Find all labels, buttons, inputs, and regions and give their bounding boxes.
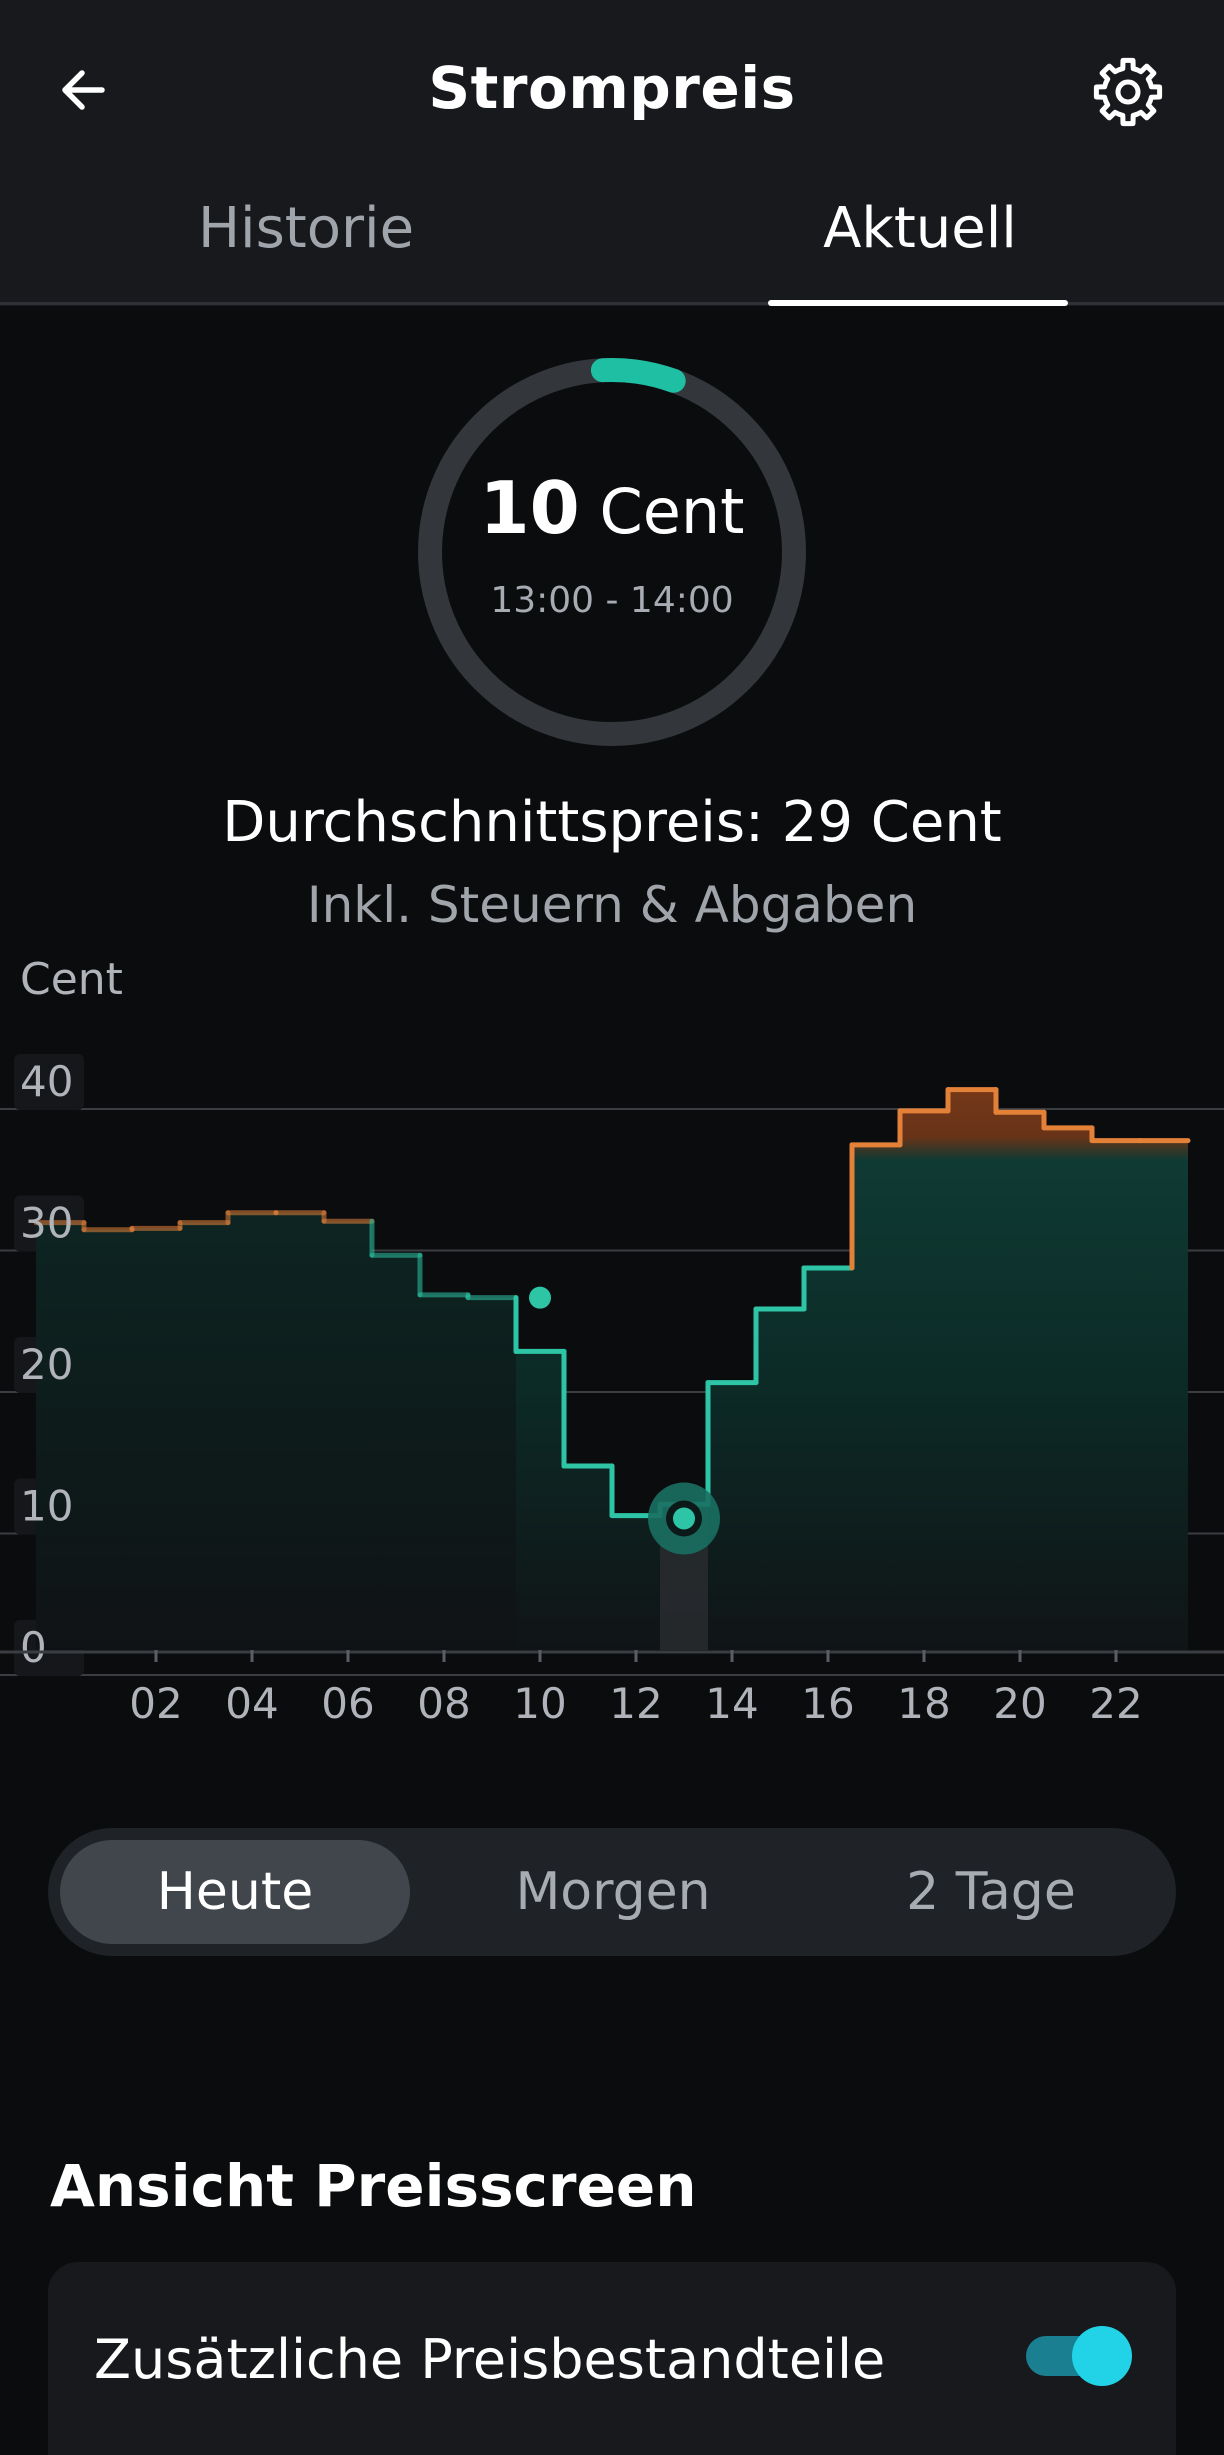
y-tick-label: 10 (20, 1482, 73, 1531)
x-tick-label: 16 (801, 1679, 854, 1728)
current-price-unit: Cent (599, 475, 745, 548)
average-price: Durchschnittspreis: 29 Cent (222, 790, 1002, 855)
tab-aktuell[interactable]: Aktuell (823, 196, 1017, 261)
tab-historie[interactable]: Historie (197, 196, 415, 261)
x-tick-label: 06 (321, 1679, 374, 1728)
range-selector: Heute Morgen 2 Tage (48, 1828, 1176, 1956)
y-tick-label: 0 (20, 1623, 47, 1672)
x-tick-label: 02 (129, 1679, 182, 1728)
section-title: Ansicht Preisscreen (50, 2152, 697, 2220)
settings-card: Zusätzliche Preisbestandteile (48, 2262, 1176, 2455)
y-tick-bg (14, 1054, 84, 1110)
current-price: 10 Cent (412, 466, 812, 550)
y-axis-label: Cent (20, 954, 123, 1005)
current-time-range: 13:00 - 14:00 (490, 580, 734, 621)
range-tomorrow-button[interactable]: Morgen (515, 1862, 711, 1922)
x-tick-label: 14 (705, 1679, 758, 1728)
previous-hour-marker (529, 1286, 551, 1309)
chart-area-past (36, 1212, 516, 1650)
toggle-knob (1072, 2326, 1132, 2386)
gear-icon (1093, 57, 1163, 127)
y-tick-label: 40 (20, 1057, 73, 1106)
arrow-left-icon (62, 70, 105, 110)
back-button[interactable] (44, 50, 124, 130)
price-chart[interactable]: Cent 40 30 20 10 0 02 04 06 08 10 12 14 16 18 20 22 (0, 950, 1224, 1730)
x-tick-label: 08 (417, 1679, 470, 1728)
range-today-button[interactable]: Heute (60, 1840, 410, 1944)
x-tick-label: 22 (1089, 1679, 1142, 1728)
average-price-note: Inkl. Steuern & Abgaben (306, 876, 918, 934)
header: Strompreis Historie Aktuell (0, 0, 1224, 306)
page-title: Strompreis (428, 54, 796, 122)
current-price-value: 10 (479, 466, 580, 550)
x-tick-label: 18 (897, 1679, 950, 1728)
setting-label-additional-price-components: Zusätzliche Preisbestandteile (94, 2328, 886, 2391)
tab-divider (0, 302, 1224, 305)
gauge-progress-arc (590, 357, 686, 393)
x-tick-label: 10 (513, 1679, 566, 1728)
tab-active-indicator (768, 300, 1068, 306)
x-tick-label: 04 (225, 1679, 278, 1728)
y-tick-label: 30 (20, 1199, 73, 1248)
y-tick-label: 20 (20, 1340, 73, 1389)
price-gauge (418, 357, 806, 746)
x-tick-label: 12 (609, 1679, 662, 1728)
current-price-marker (673, 1507, 695, 1530)
range-two-days-button[interactable]: 2 Tage (906, 1862, 1076, 1922)
settings-button[interactable] (1086, 50, 1170, 134)
toggle-additional-price-components[interactable] (1026, 2326, 1132, 2386)
x-tick-label: 20 (993, 1679, 1046, 1728)
